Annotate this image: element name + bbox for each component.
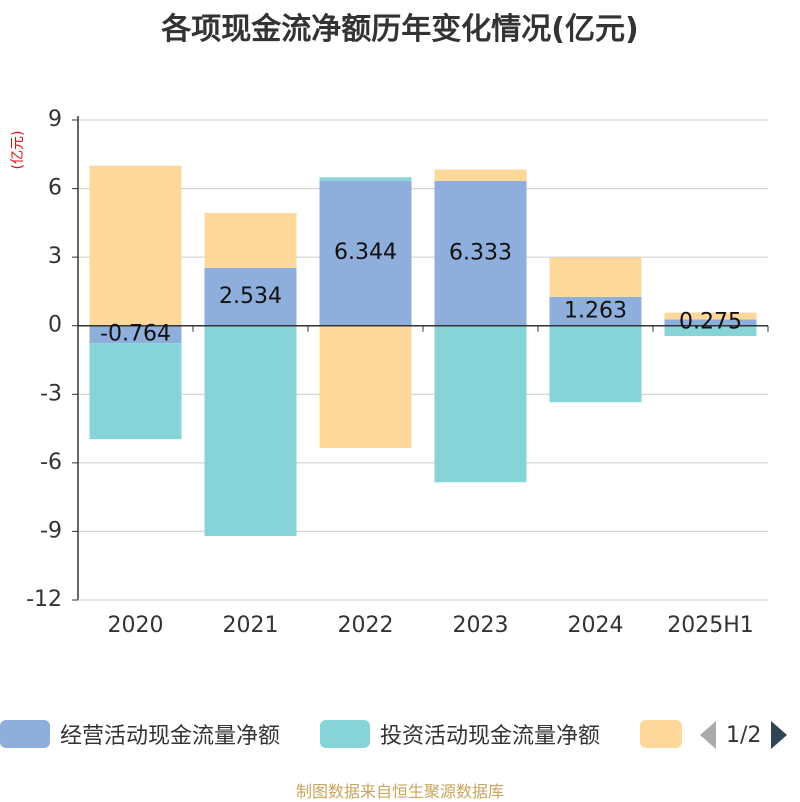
- y-tick-label: 3: [48, 244, 62, 269]
- legend: 经营活动现金流量净额 投资活动现金流量净额 1/2: [0, 716, 800, 756]
- data-source-note: 制图数据来自恒生聚源数据库: [295, 782, 504, 801]
- data-label: 6.333: [449, 240, 512, 265]
- x-tick-label: 2024: [568, 613, 624, 638]
- legend-label-operating: 经营活动现金流量净额: [60, 724, 281, 749]
- legend-swatch-investing: [320, 720, 370, 748]
- bar-series0-2023: [434, 180, 527, 326]
- bar-series1-2024: [549, 325, 642, 403]
- y-tick-label: 6: [48, 176, 62, 201]
- bar-series1-2022: [319, 177, 412, 181]
- legend-pager: 1/2: [700, 720, 788, 750]
- legend-prev-page-icon[interactable]: [700, 721, 716, 749]
- legend-next-page-icon[interactable]: [771, 721, 788, 749]
- bar-series1-2021: [204, 325, 297, 536]
- bar-series1-2025H1: [664, 325, 757, 336]
- legend-item-third[interactable]: [640, 716, 682, 752]
- legend-item-operating[interactable]: 经营活动现金流量净额: [0, 716, 280, 752]
- y-axis-unit-text: (亿元): [10, 131, 26, 170]
- data-labels: -0.764 2.534 6.344 6.333 1.263 0.275: [100, 240, 742, 346]
- x-tick-label: 2020: [108, 613, 164, 638]
- y-tick-label: -3: [40, 381, 62, 406]
- bar-series0-2025H1: [664, 319, 757, 326]
- data-label: -0.764: [100, 321, 171, 346]
- x-tick-label: 2023: [453, 613, 509, 638]
- bar-series2-2025H1: [664, 312, 757, 320]
- bar-series0-2022: [319, 180, 412, 326]
- bar-series2-2023: [434, 169, 527, 181]
- x-tick-label: 2021: [223, 613, 279, 638]
- bar-series1-2023: [434, 325, 527, 483]
- bar-series0-2021: [204, 267, 297, 326]
- bar-series2-2022: [319, 325, 412, 448]
- y-tick-label: 0: [48, 313, 62, 338]
- legend-page-indicator: 1/2: [726, 722, 762, 748]
- bar-series0-2020: [89, 325, 182, 344]
- y-tick-label: 9: [48, 107, 62, 132]
- legend-swatch-operating: [0, 720, 50, 748]
- data-label: 0.275: [679, 310, 742, 335]
- y-tick-label: -6: [40, 450, 62, 475]
- bar-series2-2021: [204, 212, 297, 268]
- legend-label-investing: 投资活动现金流量净额: [380, 724, 601, 749]
- data-label: 2.534: [219, 284, 282, 309]
- chart-title: 各项现金流净额历年变化情况(亿元): [161, 12, 639, 47]
- bar-series0-2024: [549, 296, 642, 326]
- bar-series2-2024: [549, 257, 642, 297]
- legend-swatch-third: [640, 720, 682, 748]
- bar-series2-2020: [89, 165, 182, 326]
- bar-series1-2020: [89, 343, 182, 440]
- x-tick-label: 2022: [338, 613, 394, 638]
- data-label: 6.344: [334, 240, 397, 265]
- bar-series: [89, 165, 757, 536]
- data-label: 1.263: [564, 298, 627, 323]
- axes: 9 6 3 0 -3 -6 -9 -12 2020 2021 2022 2023 2024 2025H1: [26, 107, 769, 638]
- y-tick-label: -12: [26, 587, 62, 612]
- y-axis-unit-label: (亿元): [10, 131, 26, 170]
- legend-item-investing[interactable]: 投资活动现金流量净额: [320, 716, 600, 752]
- x-tick-label: 2025H1: [667, 613, 754, 638]
- y-tick-label: -9: [40, 518, 62, 543]
